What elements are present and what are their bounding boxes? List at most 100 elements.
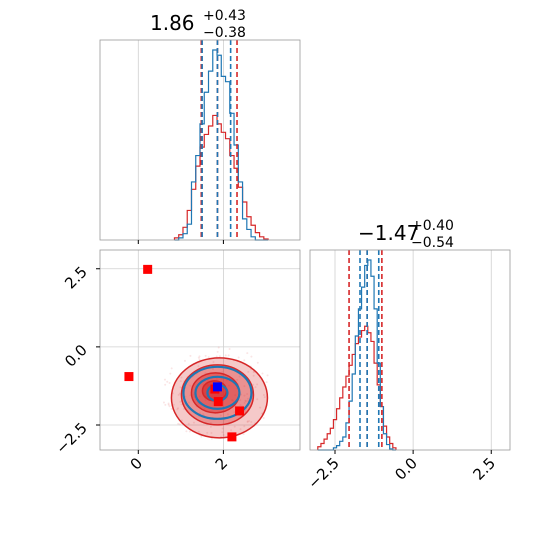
scatter-point xyxy=(198,412,201,415)
y-tick-label: 2.5 xyxy=(61,263,91,293)
scatter-point xyxy=(252,383,255,386)
scatter-point xyxy=(230,399,233,402)
scatter-point xyxy=(247,370,250,373)
scatter-point xyxy=(237,356,240,359)
scatter-point xyxy=(256,398,259,401)
scatter-point xyxy=(177,407,180,410)
scatter-point xyxy=(239,428,242,431)
x-tick-label: −2.5 xyxy=(304,454,342,492)
scatter-point xyxy=(243,401,246,404)
x-tick-label: 2 xyxy=(212,454,231,473)
scatter-point xyxy=(198,395,201,398)
hist-blue-param2 xyxy=(317,259,396,451)
scatter-point xyxy=(187,422,190,425)
scatter-point xyxy=(167,403,170,406)
x-tick-label: 0.0 xyxy=(391,454,421,484)
panel-frame xyxy=(99,249,301,451)
scatter-point xyxy=(245,400,248,403)
contour-blue xyxy=(194,375,241,410)
panel-frame xyxy=(309,249,511,451)
scatter-point xyxy=(231,399,234,402)
scatter-point xyxy=(210,431,213,434)
panel-param2-histogram xyxy=(309,249,511,454)
scatter-point xyxy=(261,372,264,375)
scatter-point xyxy=(262,393,265,396)
scatter-point xyxy=(243,359,246,362)
scatter-point xyxy=(164,403,167,406)
panel-param1-histogram xyxy=(99,39,301,244)
scatter-point xyxy=(221,431,224,434)
title-param1-value: 1.86 xyxy=(150,11,195,35)
scatter-point xyxy=(177,422,180,425)
scatter-point xyxy=(233,425,236,428)
scatter-point xyxy=(182,407,185,410)
scatter-point xyxy=(197,356,200,359)
title-param2-value: −1.47 xyxy=(358,221,419,245)
y-tick-label: −2.5 xyxy=(52,419,90,457)
scatter-point xyxy=(236,378,239,381)
scatter-point xyxy=(176,408,179,411)
scatter-point xyxy=(256,361,259,364)
scatter-point xyxy=(162,401,165,404)
scatter-point xyxy=(207,356,210,359)
y-tick-label: 0.0 xyxy=(61,341,91,371)
marker-red-square xyxy=(235,406,245,416)
scatter-point xyxy=(240,393,243,396)
scatter-point xyxy=(259,406,262,409)
scatter-point xyxy=(192,421,195,424)
scatter-point xyxy=(193,396,196,399)
scatter-point xyxy=(244,399,247,402)
scatter-point xyxy=(243,385,246,388)
scatter-point xyxy=(183,359,186,362)
scatter-point xyxy=(226,413,229,416)
scatter-point xyxy=(197,430,200,433)
scatter-point xyxy=(188,430,191,433)
hist-blue-param1 xyxy=(174,49,269,241)
scatter-point xyxy=(246,352,249,355)
scatter-point xyxy=(232,399,235,402)
scatter-point xyxy=(226,379,229,382)
contour-blue xyxy=(182,365,253,420)
scatter-point xyxy=(227,354,230,357)
scatter-point xyxy=(180,403,183,406)
scatter-point xyxy=(266,374,269,377)
scatter-point xyxy=(178,423,181,426)
scatter-point xyxy=(168,405,171,408)
scatter-point xyxy=(248,419,251,422)
scatter-point xyxy=(265,381,268,384)
scatter-point xyxy=(177,393,180,396)
scatter-point xyxy=(206,431,209,434)
scatter-point xyxy=(180,419,183,422)
scatter-point xyxy=(163,378,166,381)
scatter-point xyxy=(217,346,220,349)
scatter-point xyxy=(179,400,182,403)
scatter-point xyxy=(250,355,253,358)
scatter-point xyxy=(252,370,255,373)
scatter-point xyxy=(178,392,181,395)
title-param1-plus: +0.43 xyxy=(203,8,246,24)
scatter-point xyxy=(209,425,212,428)
scatter-point xyxy=(216,350,219,353)
scatter-point xyxy=(246,420,249,423)
scatter-point xyxy=(246,421,249,424)
scatter-point xyxy=(242,433,245,436)
scatter-point xyxy=(227,384,230,387)
scatter-point xyxy=(252,374,255,377)
scatter-point xyxy=(187,401,190,404)
scatter-point xyxy=(221,427,224,430)
tick-labels: 0 2 −2.5 0.0 2.5 2.5 0.0 −2.5 xyxy=(52,263,499,493)
scatter-point xyxy=(170,367,173,370)
scatter-point xyxy=(254,386,257,389)
scatter-point xyxy=(172,403,175,406)
scatter-point xyxy=(262,416,265,419)
scatter-point xyxy=(192,393,195,396)
scatter-point xyxy=(179,380,182,383)
title-param2-minus: −0.54 xyxy=(411,235,454,251)
scatter-point xyxy=(200,435,203,438)
scatter-point xyxy=(239,399,242,402)
scatter-point xyxy=(243,425,246,428)
scatter-point xyxy=(203,408,206,411)
scatter-point xyxy=(233,411,236,414)
scatter-point xyxy=(179,386,182,389)
